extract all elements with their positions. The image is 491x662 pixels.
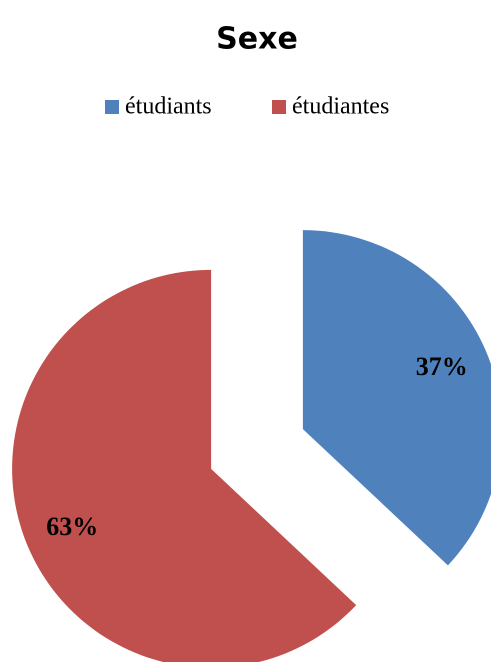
pie-slice (302, 230, 491, 566)
chart-title: Sexe (216, 22, 298, 57)
data-label: 37% (416, 352, 468, 381)
data-label: 63% (46, 512, 98, 541)
legend-swatch (272, 100, 286, 114)
legend-label: étudiants (125, 94, 212, 120)
legend-swatch (105, 100, 119, 114)
pie-slice (12, 269, 357, 662)
legend-label: étudiantes (292, 94, 389, 120)
